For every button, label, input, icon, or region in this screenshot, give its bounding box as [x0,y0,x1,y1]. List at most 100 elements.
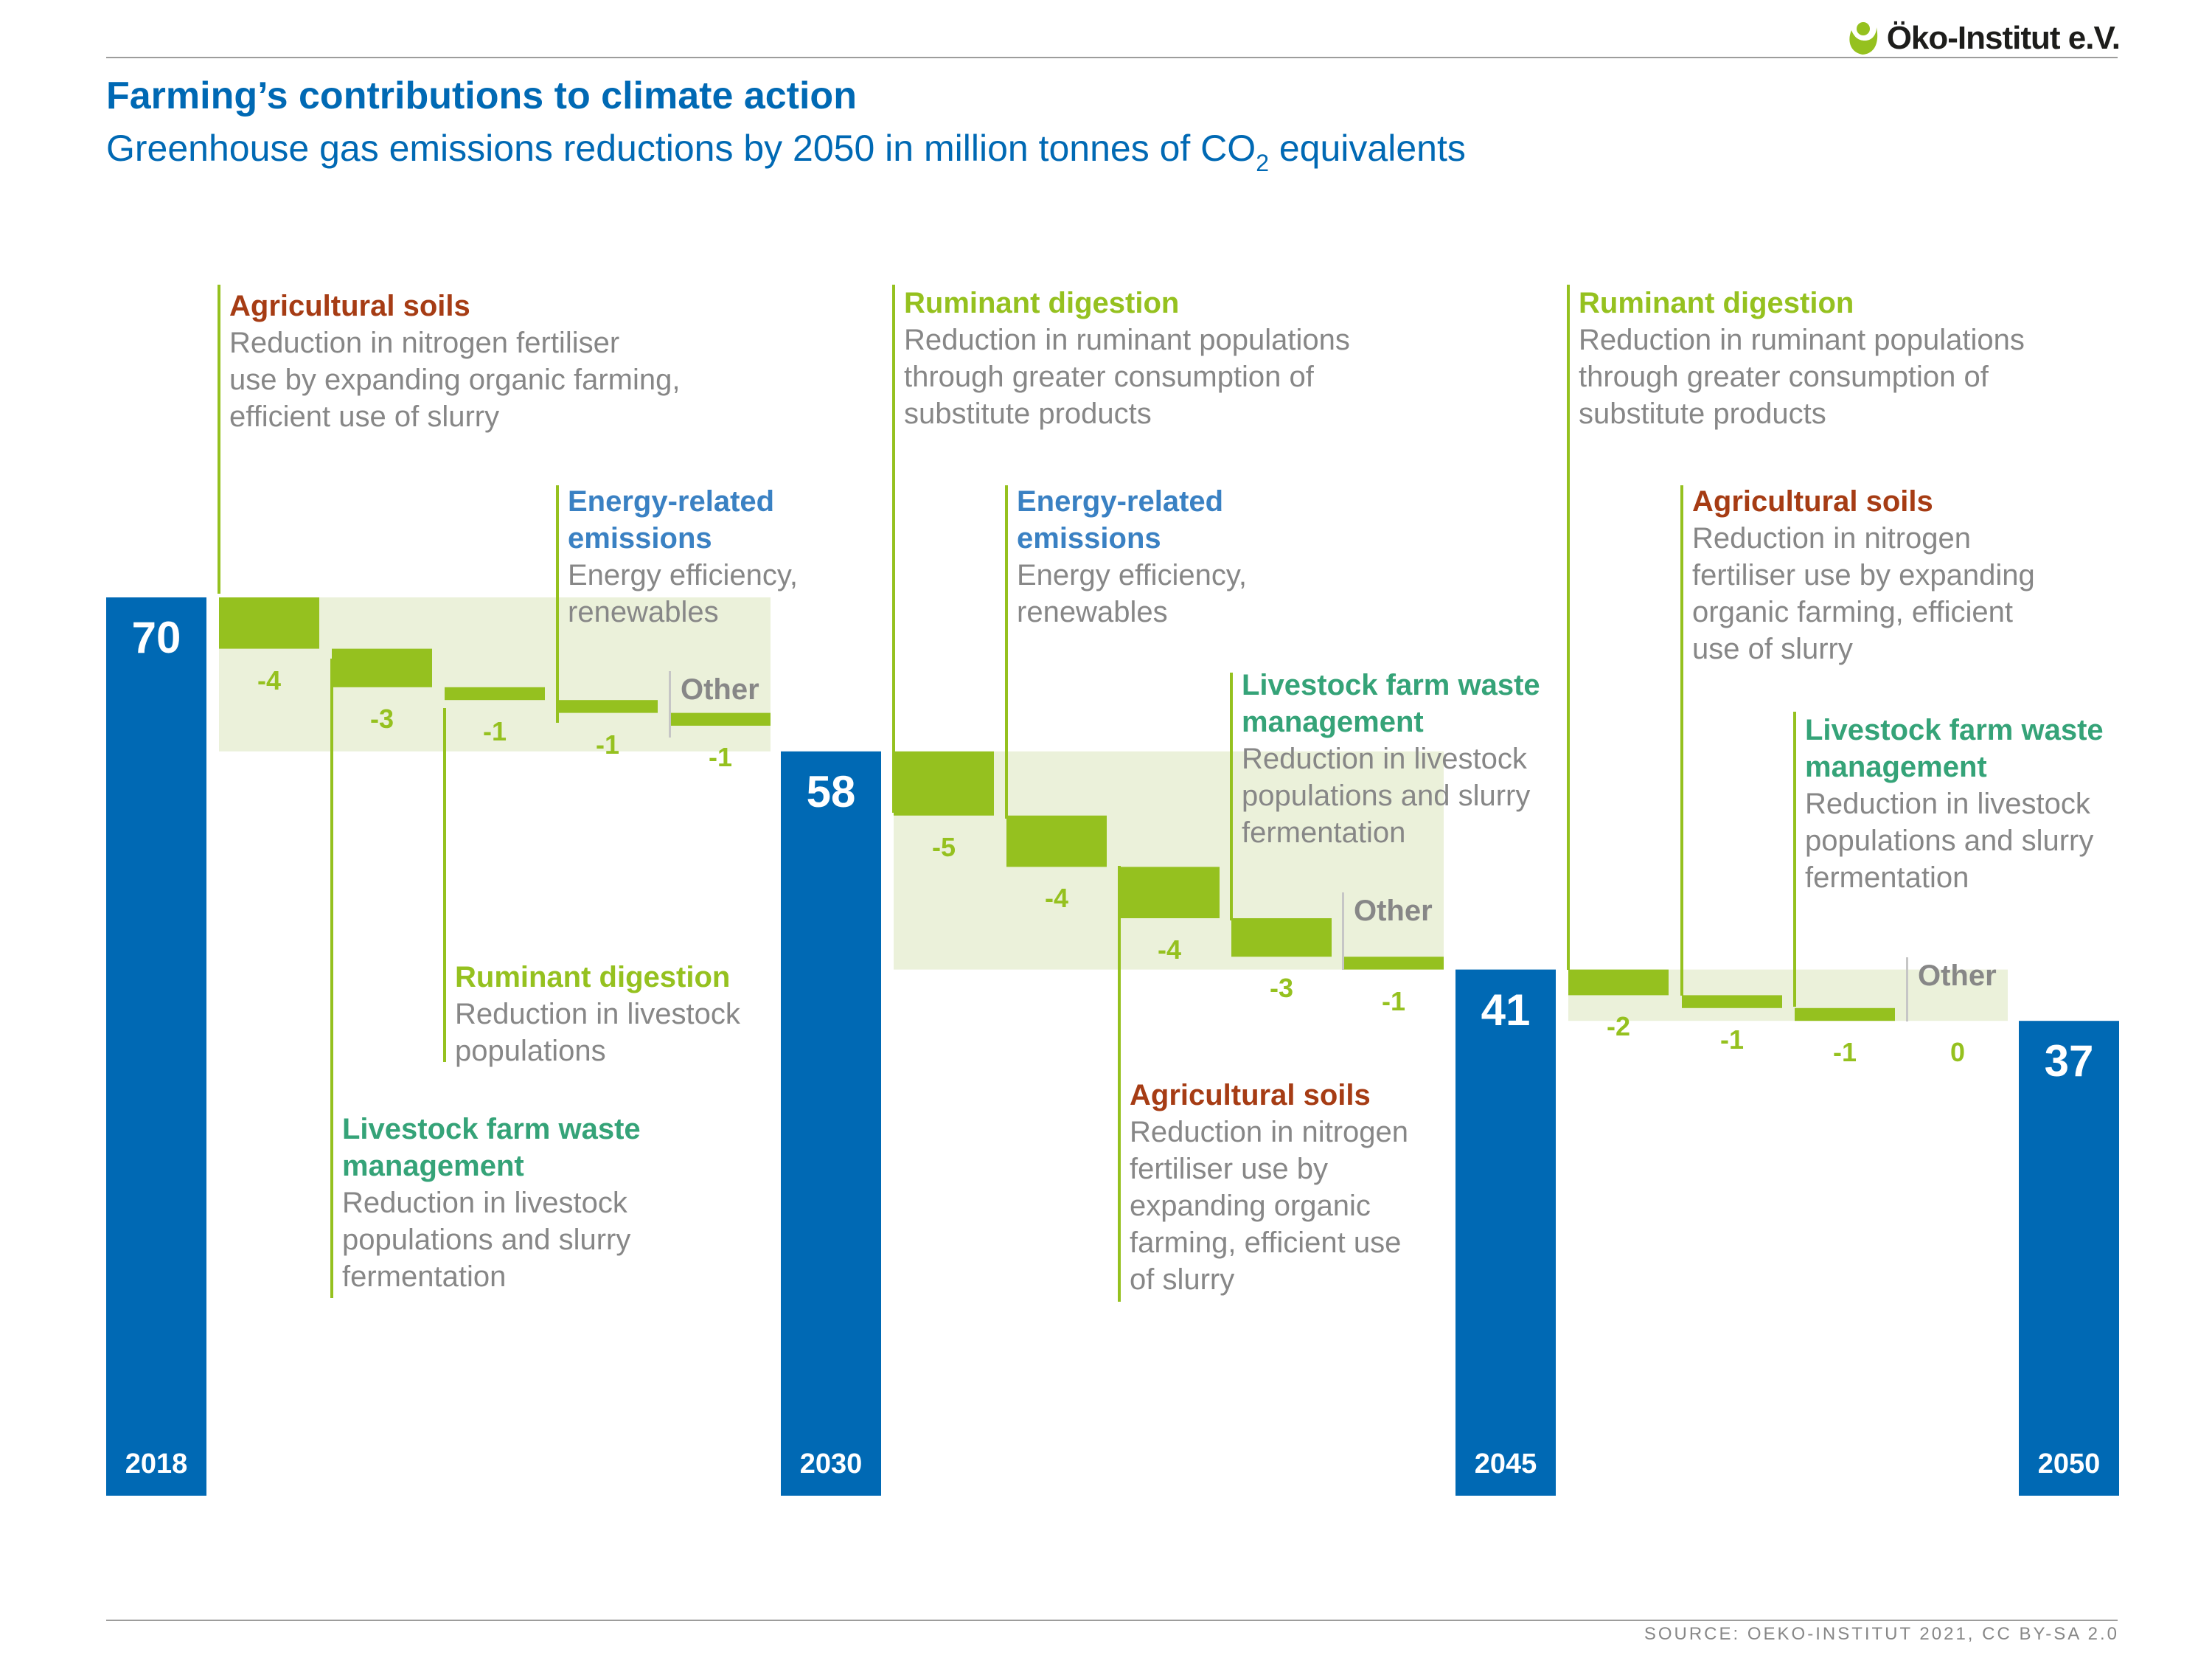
annotation-ruminant-digestion-2045: Ruminant digestion Reduction in ruminant … [904,285,1350,432]
annotation-desc: Reduction in livestock [1805,788,2090,820]
annotation-line-agricultural-soils-2030 [218,285,220,594]
chart-subtitle: Greenhouse gas emissions reductions by 2… [106,127,1466,177]
step-value-other-2045: -1 [1381,985,1405,1016]
annotation-desc: Reduction in ruminant populations [1579,324,2025,356]
annotation-title: Energy-related [1017,485,1224,518]
annotation-energy-related-emissions-2030: Energy-related emissions Energy efficiency… [568,483,798,631]
annotation-title: Livestock farm waste [1805,714,2104,746]
annotation-title: Livestock farm waste [342,1113,641,1145]
step-bar-energy-related-emissions-2045 [1006,815,1107,867]
annotation-desc: use of slurry [1692,633,1853,665]
annotation-desc: fermentation [1242,816,1406,849]
step-bar-other-2045 [1343,957,1444,970]
annotation-livestock-farm-waste-management-2030: Livestock farm waste management Reduction … [342,1111,641,1295]
total-value-2045: 41 [1481,985,1531,1035]
annotation-title: management [342,1150,524,1182]
annotation-line-other-2050 [1906,957,1908,1021]
step-value-livestock-farm-waste-management-2050: -1 [1832,1037,1857,1068]
year-label-2018: 2018 [125,1448,188,1479]
annotation-line-ruminant-digestion-2050 [1567,285,1570,970]
step-value-agricultural-soils-2045: -4 [1157,934,1181,965]
annotation-desc: Reduction in nitrogen fertiliser [229,327,620,359]
total-bar-2030 [781,751,881,1496]
annotation-desc: organic farming, efficient [1692,596,2014,628]
step-bar-ruminant-digestion-2050 [1568,969,1669,996]
step-bar-livestock-farm-waste-management-2030 [332,648,432,687]
step-bar-other-2030 [670,712,771,726]
annotation-title: Livestock farm waste [1242,669,1540,701]
annotation-desc: populations and slurry [1242,780,1531,812]
total-bar-2050 [2019,1021,2119,1496]
annotation-title: Agricultural soils [229,290,470,322]
total-value-2050: 37 [2044,1036,2094,1086]
annotation-desc: Reduction in nitrogen [1130,1116,1409,1148]
total-value-2018: 70 [131,613,181,662]
annotation-line-ruminant-digestion-2045 [892,285,895,813]
step-value-energy-related-emissions-2045: -4 [1044,883,1068,914]
step-bar-ruminant-digestion-2030 [445,687,545,701]
leaf-icon [1849,22,1877,55]
annotation-other-2030: Other [681,671,759,708]
annotation-agricultural-soils-2030: Agricultural soils Reduction in nitrogen … [229,288,680,435]
annotation-line-energy-related-emissions-2045 [1005,485,1008,819]
annotation-desc: expanding organic [1130,1190,1371,1222]
annotation-desc: substitute products [904,398,1152,430]
step-value-agricultural-soils-2030: -4 [257,665,281,695]
step-bar-agricultural-soils-2045 [1119,867,1220,918]
step-bar-energy-related-emissions-2030 [557,700,658,713]
step-value-other-2030: -1 [708,742,732,772]
oeko-institut-logo: Öko-Institut e.V. [1846,18,2121,59]
annotation-other-2050: Other [1918,957,1997,994]
step-bar-ruminant-digestion-2045 [894,751,994,816]
logo-text: Öko-Institut e.V. [1886,20,2121,56]
subtitle-main: Greenhouse gas emissions reductions by 2… [106,128,1256,169]
annotation-desc: fermentation [342,1260,507,1293]
year-label-2030: 2030 [799,1448,863,1479]
step-value-agricultural-soils-2050: -1 [1719,1024,1744,1055]
annotation-title: Ruminant digestion [455,961,731,993]
annotation-title: emissions [1017,522,1161,555]
annotation-line-energy-related-emissions-2030 [556,485,559,723]
annotation-line-ruminant-digestion-2030 [443,708,446,1062]
top-rule [106,57,2118,58]
subtitle-subscript: 2 [1256,150,1269,176]
annotation-title: Other [1918,960,1997,992]
year-label-2045: 2045 [1474,1448,1537,1479]
subtitle-end: equivalents [1268,128,1466,169]
annotation-line-agricultural-soils-2050 [1680,485,1683,996]
annotation-desc: fertiliser use by [1130,1153,1328,1185]
annotation-other-2045: Other [1354,892,1433,929]
total-value-2030: 58 [806,766,856,816]
step-bar-livestock-farm-waste-management-2045 [1231,918,1332,957]
annotation-energy-related-emissions-2045: Energy-related emissions Energy efficiency… [1017,483,1247,631]
annotation-desc: Reduction in livestock [342,1187,627,1219]
bottom-rule [106,1620,2118,1621]
annotation-line-livestock-farm-waste-management-2050 [1793,712,1796,1007]
annotation-desc: Reduction in livestock [455,998,740,1030]
annotation-title: Ruminant digestion [904,287,1180,319]
annotation-desc: Reduction in livestock [1242,743,1527,775]
step-value-livestock-farm-waste-management-2030: -3 [369,703,394,734]
annotation-line-livestock-farm-waste-management-2030 [330,659,333,1298]
step-value-livestock-farm-waste-management-2045: -3 [1269,973,1293,1004]
annotation-desc: Energy efficiency, [568,559,799,591]
annotation-desc: fertiliser use by expanding [1692,559,2035,591]
annotation-title: Other [681,673,759,706]
annotation-desc: efficient use of slurry [229,400,500,433]
annotation-title: management [1242,706,1424,738]
total-bar-2045 [1455,969,1556,1496]
total-bar-2018 [106,597,206,1496]
annotation-line-other-2030 [669,671,671,738]
annotation-desc: populations and slurry [1805,825,2094,857]
annotation-title: Agricultural soils [1692,485,1933,518]
step-bar-livestock-farm-waste-management-2050 [1795,1007,1895,1021]
step-value-ruminant-digestion-2050: -2 [1606,1011,1630,1042]
annotation-line-other-2045 [1342,892,1344,970]
annotation-desc: farming, efficient use [1130,1226,1402,1259]
annotation-desc: Reduction in nitrogen [1692,522,1972,555]
annotation-desc: Energy efficiency, [1017,559,1248,591]
step-value-ruminant-digestion-2030: -1 [482,716,507,747]
annotation-line-livestock-farm-waste-management-2045 [1230,673,1233,920]
